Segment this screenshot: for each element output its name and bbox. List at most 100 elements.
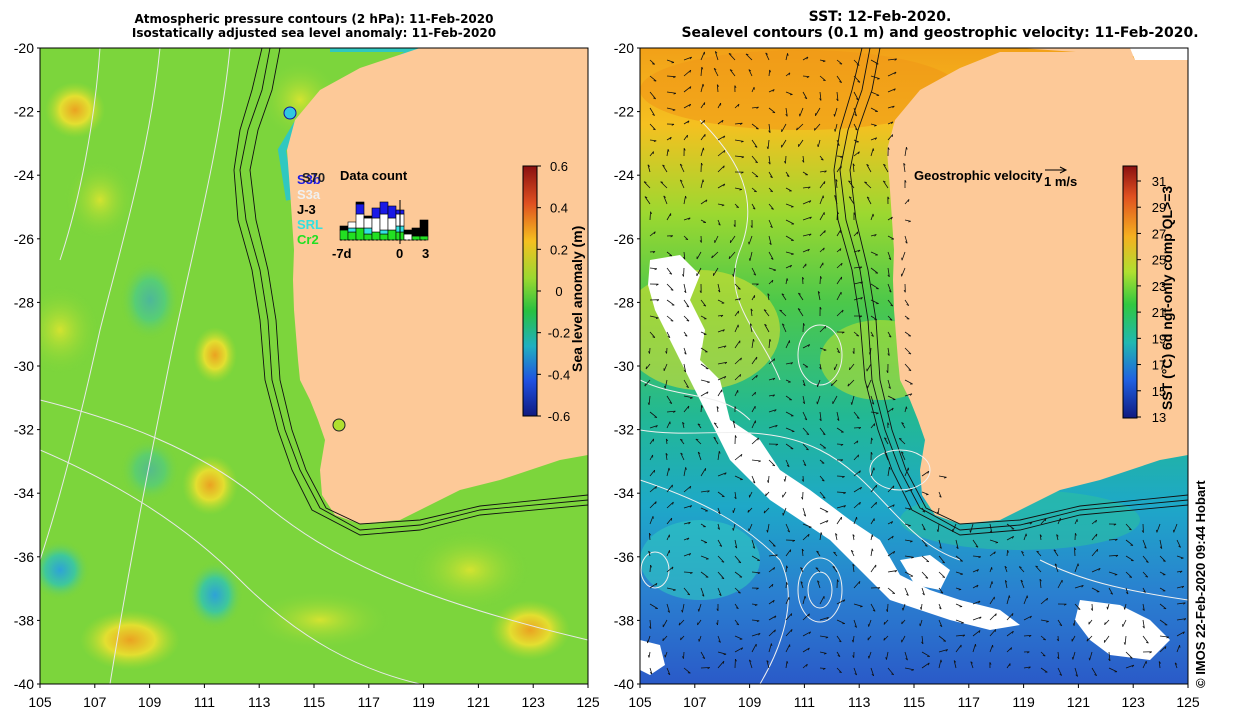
right-title-line2: Sealevel contours (0.1 m) and geostrophi… bbox=[681, 25, 1199, 41]
lat-tick-label: -26 bbox=[14, 231, 34, 247]
colorbar-tick-label: 29 bbox=[1152, 200, 1166, 215]
left-title-line2: Isostatically adjusted sea level anomaly… bbox=[131, 26, 497, 40]
geostrophic-vectors bbox=[643, 51, 1187, 677]
lat-tick-label: -40 bbox=[614, 676, 634, 692]
dc-bar-segment bbox=[347, 221, 357, 229]
dc-bar-segment bbox=[419, 219, 429, 237]
lat-tick-label: -30 bbox=[614, 358, 634, 374]
lon-tick-label: 105 bbox=[628, 694, 652, 710]
dc-legend-entry: S70 bbox=[302, 170, 325, 185]
lat-tick-label: -24 bbox=[614, 167, 634, 183]
lon-tick-label: 111 bbox=[194, 694, 215, 710]
lat-tick-label: -38 bbox=[14, 612, 34, 628]
dc-bar-segment bbox=[403, 229, 413, 235]
colorbar-tick-label: 25 bbox=[1152, 253, 1166, 268]
dc-bar-segment bbox=[363, 217, 373, 229]
colorbar-tick-label: 0 bbox=[555, 284, 562, 299]
colorbar-tick-label: -0.4 bbox=[548, 367, 570, 382]
dc-bar-segment bbox=[371, 207, 381, 219]
lat-tick-label: -36 bbox=[14, 549, 34, 565]
lon-tick-label: 121 bbox=[467, 694, 491, 710]
lat-tick-label: -40 bbox=[14, 676, 34, 692]
dc-bar-segment bbox=[379, 233, 389, 241]
sla-anomaly-blobs bbox=[40, 60, 570, 670]
lon-tick-label: 125 bbox=[576, 694, 600, 710]
sst-map bbox=[640, 48, 1188, 684]
dc-bar-segment bbox=[339, 229, 349, 241]
lat-tick-label: -22 bbox=[14, 104, 34, 120]
tide-gauge-marker bbox=[332, 418, 346, 432]
pressure-contours bbox=[40, 48, 588, 684]
dc-bar-segment bbox=[387, 229, 397, 241]
dc-bar-segment bbox=[371, 231, 381, 241]
lat-tick-label: -32 bbox=[14, 422, 34, 438]
dc-bar-segment bbox=[411, 235, 421, 241]
sea-level-contours bbox=[640, 119, 1188, 684]
lat-tick-label: -24 bbox=[14, 167, 34, 183]
velocity-legend: Geostrophic velocity 1 m/s bbox=[914, 166, 1077, 189]
velocity-scale-label: 1 m/s bbox=[1044, 174, 1077, 189]
dc-bar-segment bbox=[411, 227, 421, 237]
dc-bar-segment bbox=[419, 235, 429, 241]
colorbar-tick-label: 31 bbox=[1152, 174, 1166, 189]
colorbar-tick-label: -0.2 bbox=[548, 326, 570, 341]
lon-tick-label: 125 bbox=[1176, 694, 1200, 710]
lat-tick-label: -22 bbox=[614, 104, 634, 120]
dc-bar-segment bbox=[403, 233, 413, 241]
lon-tick-label: 121 bbox=[1067, 694, 1091, 710]
sst-colorbar-label: SST (°C) 6d ngt-only comp QL>=3 bbox=[1159, 186, 1175, 410]
lat-tick-label: -28 bbox=[14, 294, 34, 310]
lon-tick-label: 119 bbox=[412, 694, 435, 710]
australia-land bbox=[887, 48, 1188, 524]
lon-tick-label: 123 bbox=[1122, 694, 1146, 710]
colorbar-tick-label: 27 bbox=[1152, 226, 1166, 241]
lon-tick-label: 109 bbox=[138, 694, 162, 710]
lon-tick-label: 109 bbox=[738, 694, 762, 710]
dc-bar-segment bbox=[379, 213, 389, 231]
right-title-line1: SST: 12-Feb-2020. bbox=[808, 9, 952, 25]
lon-tick-label: 123 bbox=[522, 694, 546, 710]
dc-bar-segment bbox=[355, 213, 365, 229]
dc-bar-segment bbox=[387, 205, 397, 219]
lon-tick-label: 111 bbox=[794, 694, 815, 710]
dc-bar-segment bbox=[347, 231, 357, 241]
axis-labels: -20 -22 -24 -26 -28 -30 -32 -34 -36 -38 -40 105 107 1… bbox=[14, 40, 1200, 710]
dc-axis-label: 0 bbox=[396, 246, 403, 261]
colorbar-tick-label: 0.2 bbox=[550, 242, 568, 257]
dc-bar-segment bbox=[339, 225, 349, 231]
lat-tick-label: -26 bbox=[614, 231, 634, 247]
dc-legend-entry: SRL bbox=[297, 217, 323, 232]
dc-bar-segment bbox=[363, 227, 373, 235]
australia-land bbox=[287, 48, 588, 524]
left-title-line1: Atmospheric pressure contours (2 hPa): 1… bbox=[134, 12, 494, 26]
dc-bar-segment bbox=[379, 229, 389, 235]
colorbar-tick-label: 21 bbox=[1152, 305, 1166, 320]
sla-colorbar: 0.6 0.4 0.2 0 -0.2 -0.4 -0.6 Sea level anomaly… bbox=[522, 159, 585, 424]
sst-colorbar: 31 29 27 25 23 21 19 17 15 13 SST (°C) 6d ngt-onl… bbox=[1122, 165, 1175, 425]
dc-legend-entry: S3b bbox=[297, 172, 321, 187]
lon-tick-label: 115 bbox=[903, 694, 926, 710]
lat-tick-label: -28 bbox=[614, 294, 634, 310]
dc-bar-segment bbox=[355, 203, 365, 215]
colorbar-tick-label: 0.6 bbox=[550, 159, 568, 174]
lon-tick-label: 113 bbox=[248, 694, 271, 710]
credit-text: © IMOS 22-Feb-2020 09:44 Hobart bbox=[1193, 480, 1208, 688]
dc-bar-segment bbox=[363, 215, 373, 219]
tide-gauge-marker bbox=[283, 106, 297, 120]
lon-tick-label: 113 bbox=[848, 694, 871, 710]
dc-bar-segment bbox=[363, 233, 373, 241]
dc-legend-entry: Cr2 bbox=[297, 232, 319, 247]
bathymetry-contours bbox=[233, 48, 588, 536]
colorbar-tick-label: 15 bbox=[1152, 384, 1166, 399]
lon-tick-label: 117 bbox=[958, 694, 981, 710]
colorbar-tick-label: -0.6 bbox=[548, 409, 570, 424]
velocity-legend-label: Geostrophic velocity bbox=[914, 168, 1043, 183]
lat-tick-label: -36 bbox=[614, 549, 634, 565]
lat-tick-label: -30 bbox=[14, 358, 34, 374]
dc-legend-entry: S3a bbox=[297, 187, 321, 202]
sla-colorbar-label: Sea level anomaly (m) bbox=[569, 226, 585, 372]
dc-bar-segment bbox=[379, 201, 389, 215]
lat-tick-label: -32 bbox=[614, 422, 634, 438]
lat-tick-label: -38 bbox=[614, 612, 634, 628]
dc-bar-segment bbox=[387, 217, 397, 231]
